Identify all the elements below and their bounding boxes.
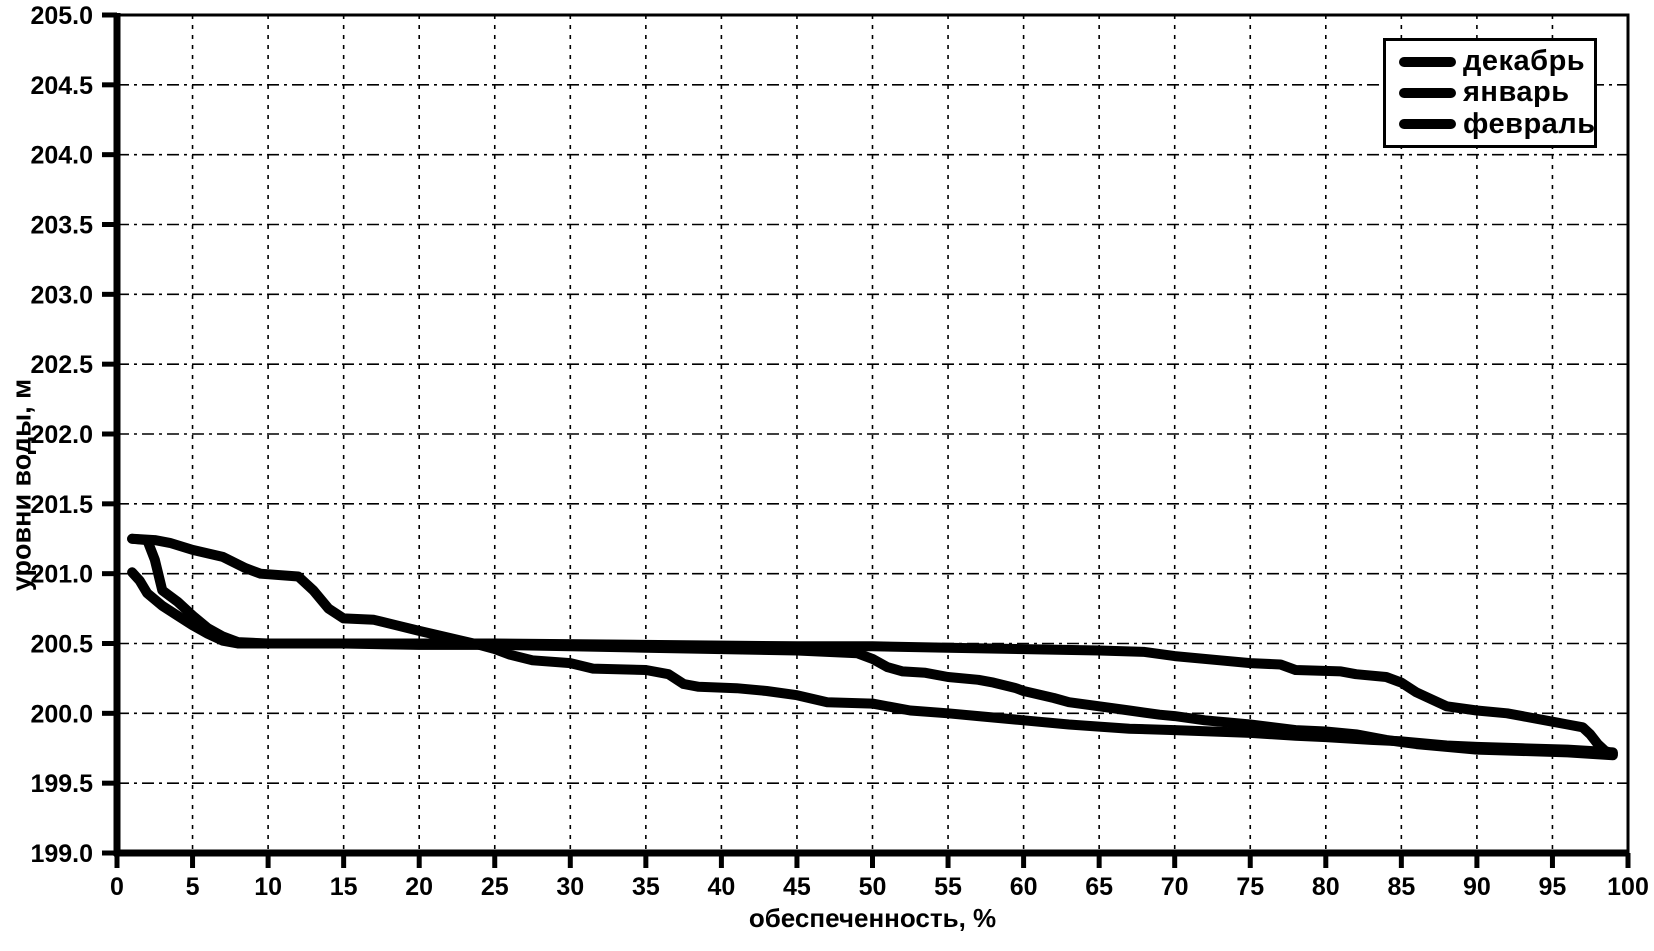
y-tick-label: 203.0 bbox=[30, 281, 93, 309]
legend-item-february: февраль bbox=[1399, 109, 1595, 139]
x-tick-label: 80 bbox=[1312, 873, 1340, 901]
legend-label-january: январь bbox=[1463, 76, 1570, 109]
y-tick-label: 200.5 bbox=[30, 631, 93, 659]
february-line-swatch-icon bbox=[1399, 119, 1456, 130]
y-tick-label: 204.0 bbox=[30, 142, 93, 170]
legend-item-december: декабрь bbox=[1399, 47, 1590, 76]
legend: декабрь январь февраль bbox=[1383, 38, 1597, 148]
x-tick-label: 30 bbox=[556, 873, 584, 901]
legend-item-january: январь bbox=[1399, 78, 1590, 107]
curve-february bbox=[127, 567, 1618, 759]
y-tick-label: 202.5 bbox=[30, 351, 93, 379]
x-tick-label: 25 bbox=[481, 873, 509, 901]
y-tick-label: 201.0 bbox=[30, 561, 93, 589]
x-tick-label: 15 bbox=[330, 873, 358, 901]
x-tick-label: 55 bbox=[934, 873, 962, 901]
y-tick-label: 204.5 bbox=[30, 72, 93, 100]
x-tick-label: 65 bbox=[1085, 873, 1113, 901]
x-tick-label: 95 bbox=[1539, 873, 1567, 901]
x-axis-title: обеспеченность, % bbox=[748, 903, 997, 933]
y-tick-label: 201.5 bbox=[30, 491, 93, 519]
y-tick-label: 199.5 bbox=[30, 770, 93, 798]
x-tick-label: 5 bbox=[186, 873, 200, 901]
x-tick-label: 10 bbox=[254, 873, 282, 901]
x-tick-label: 85 bbox=[1387, 873, 1415, 901]
x-tick-label: 35 bbox=[632, 873, 660, 901]
x-tick-label: 0 bbox=[110, 873, 124, 901]
y-axis-title: уровни воды, м bbox=[6, 378, 37, 592]
x-tick-label: 70 bbox=[1161, 873, 1189, 901]
x-tick-label: 45 bbox=[783, 873, 811, 901]
y-tick-label: 202.0 bbox=[30, 421, 93, 449]
x-tick-label: 60 bbox=[1010, 873, 1038, 901]
x-tick-label: 100 bbox=[1607, 873, 1649, 901]
y-tick-label: 199.0 bbox=[30, 840, 93, 868]
x-tick-label: 40 bbox=[707, 873, 735, 901]
december-line-swatch-icon bbox=[1399, 56, 1456, 67]
y-tick-label: 205.0 bbox=[30, 2, 93, 30]
y-tick-label: 203.5 bbox=[30, 212, 93, 240]
x-tick-label: 20 bbox=[405, 873, 433, 901]
y-tick-label: 200.0 bbox=[30, 700, 93, 728]
x-tick-label: 50 bbox=[859, 873, 887, 901]
legend-label-february: февраль bbox=[1463, 107, 1596, 140]
legend-label-december: декабрь bbox=[1463, 45, 1586, 78]
january-line-swatch-icon bbox=[1399, 87, 1456, 98]
x-tick-label: 90 bbox=[1463, 873, 1491, 901]
x-tick-label: 75 bbox=[1236, 873, 1264, 901]
curve-december bbox=[127, 533, 1618, 758]
